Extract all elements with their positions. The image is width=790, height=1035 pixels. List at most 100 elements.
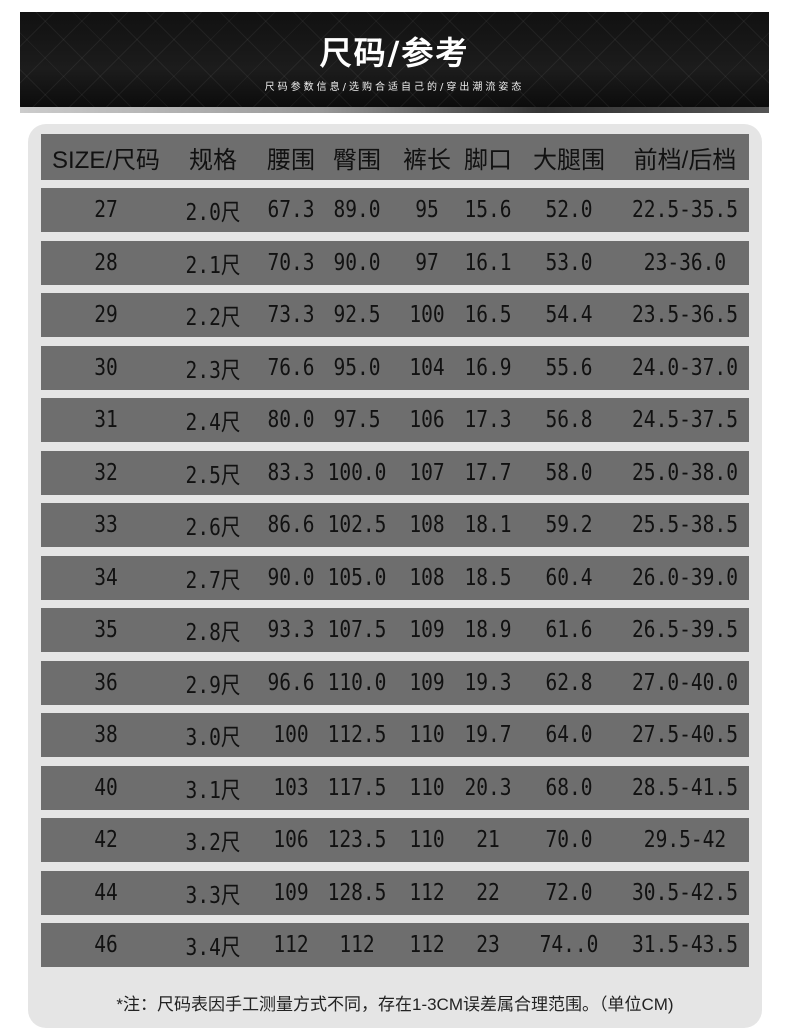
table-cell: 27 [94, 197, 118, 223]
table-cell: 110 [409, 722, 445, 748]
table-cell: 29 [94, 302, 118, 328]
table-cell: 112 [273, 932, 309, 958]
table-cell: 35 [94, 617, 118, 643]
table-cell: 90.0 [333, 249, 381, 276]
table-cell: 110.0 [327, 669, 387, 696]
table-cell: 16.9 [464, 354, 512, 381]
table-cell: 2.3尺 [185, 357, 241, 384]
table-cell: 26.5-39.5 [632, 617, 738, 643]
table-cell: 117.5 [327, 774, 387, 801]
banner-title: 尺码/参考 [319, 34, 470, 72]
table-cell: 22.5-35.5 [632, 197, 738, 223]
table-cell: 109 [409, 669, 445, 696]
table-cell: 25.0-38.0 [632, 459, 738, 486]
header-cell: 腰围 [267, 146, 315, 174]
table-row: 28 2.1尺 70.3 90.0 97 16.1 53.0 23-36.0 [41, 240, 749, 285]
table-cell: 19.3 [464, 669, 512, 696]
table-cell: 74..0 [539, 932, 599, 958]
table-cell: 106 [409, 407, 445, 433]
table-cell: 105.0 [327, 564, 387, 591]
table-cell: 100 [273, 722, 309, 748]
table-cell: 106 [273, 827, 309, 853]
table-cell: 59.2 [545, 512, 593, 538]
table-cell: 31 [94, 407, 118, 433]
table-cell: 62.8 [545, 669, 593, 696]
header-cell: 前档/后档 [633, 146, 737, 174]
table-row: 34 2.7尺 90.0 105.0 108 18.5 60.4 26.0-39.0 [41, 555, 749, 600]
table-cell: 92.5 [333, 302, 381, 328]
table-cell: 18.9 [464, 617, 512, 643]
table-row: 32 2.5尺 83.3 100.0 107 17.7 58.0 25.0-38.0 [41, 450, 749, 495]
table-row: 35 2.8尺 93.3 107.5 109 18.9 61.6 26.5-39.5 [41, 608, 749, 652]
table-cell: 89.0 [333, 197, 381, 223]
table-cell: 112 [339, 932, 375, 958]
table-row: 30 2.3尺 76.6 95.0 104 16.9 55.6 24.0-37.0 [41, 345, 749, 390]
table-cell: 44 [94, 879, 118, 906]
table-cell: 109 [273, 879, 309, 906]
table-cell: 96.6 [267, 669, 315, 696]
table-cell: 27.5-40.5 [632, 722, 738, 748]
table-cell: 25.5-38.5 [632, 512, 738, 538]
table-cell: 3.1尺 [185, 777, 241, 804]
table-cell: 3.3尺 [185, 882, 241, 909]
banner: 尺码/参考 尺码参数信息/选购合适自己的/穿出潮流姿态 [20, 12, 769, 107]
table-cell: 72.0 [545, 879, 593, 906]
table-cell: 67.3 [267, 197, 315, 223]
table-cell: 68.0 [545, 774, 593, 801]
table-cell: 100.0 [327, 459, 387, 486]
table-cell: 3.0尺 [185, 725, 241, 751]
table-cell: 107.5 [327, 617, 387, 643]
table-cell: 58.0 [545, 459, 593, 486]
table-cell: 76.6 [267, 354, 315, 381]
table-cell: 73.3 [267, 302, 315, 328]
banner-subtitle: 尺码参数信息/选购合适自己的/穿出潮流姿态 [264, 82, 525, 93]
table-cell: 110 [409, 827, 445, 853]
table-cell: 108 [409, 512, 445, 538]
table-cell: 24.5-37.5 [632, 407, 738, 433]
table-header: SIZE/尺码 规格 腰围 臀围 裤长 脚口 大腿围 前档/后档 [41, 134, 749, 180]
header-cell: 大腿围 [533, 146, 605, 174]
table-cell: 2.0尺 [185, 200, 241, 226]
table-cell: 97.5 [333, 407, 381, 433]
header-cell: 脚口 [464, 146, 512, 174]
table-cell: 112 [409, 879, 445, 906]
table-cell: 102.5 [327, 512, 387, 538]
table-cell: 108 [409, 564, 445, 591]
table-cell: 60.4 [545, 564, 593, 591]
table-cell: 26.0-39.0 [632, 564, 738, 591]
header-cell: SIZE/尺码 [51, 146, 160, 174]
table-row: 36 2.9尺 96.6 110.0 109 19.3 62.8 27.0-40.0 [41, 660, 749, 705]
table-cell: 123.5 [327, 827, 387, 853]
table-row: 42 3.2尺 106 123.5 110 21 70.0 29.5-42 [41, 818, 749, 862]
table-cell: 2.2尺 [185, 305, 241, 331]
table-cell: 2.9尺 [185, 672, 241, 699]
table-cell: 80.0 [267, 407, 315, 433]
table-cell: 64.0 [545, 722, 593, 748]
table-cell: 2.1尺 [185, 252, 241, 279]
header-cell: 臀围 [333, 146, 381, 174]
table-cell: 52.0 [545, 197, 593, 223]
table-cell: 15.6 [464, 197, 512, 223]
table-cell: 16.5 [464, 302, 512, 328]
table-cell: 23-36.0 [643, 249, 727, 276]
table-row: 40 3.1尺 103 117.5 110 20.3 68.0 28.5-41.5 [41, 765, 749, 810]
table-cell: 2.5尺 [185, 462, 241, 489]
table-cell: 83.3 [267, 459, 315, 486]
table-cell: 24.0-37.0 [632, 354, 738, 381]
table-cell: 70.0 [545, 827, 593, 853]
table-row: 38 3.0尺 100 112.5 110 19.7 64.0 27.5-40.5 [41, 713, 749, 757]
table-cell: 40 [94, 774, 118, 801]
table-cell: 23 [476, 932, 500, 958]
table-cell: 56.8 [545, 407, 593, 433]
table-cell: 16.1 [464, 249, 512, 276]
table-cell: 17.7 [464, 459, 512, 486]
table-cell: 19.7 [464, 722, 512, 748]
table-cell: 30.5-42.5 [632, 879, 738, 906]
table-cell: 33 [94, 512, 118, 538]
table-row: 29 2.2尺 73.3 92.5 100 16.5 54.4 23.5-36.5 [41, 293, 749, 337]
header-cell: 规格 [189, 146, 237, 174]
banner-shadow [20, 107, 769, 113]
table-cell: 36 [94, 669, 118, 696]
table-cell: 22 [476, 879, 500, 906]
table-cell: 103 [273, 774, 309, 801]
